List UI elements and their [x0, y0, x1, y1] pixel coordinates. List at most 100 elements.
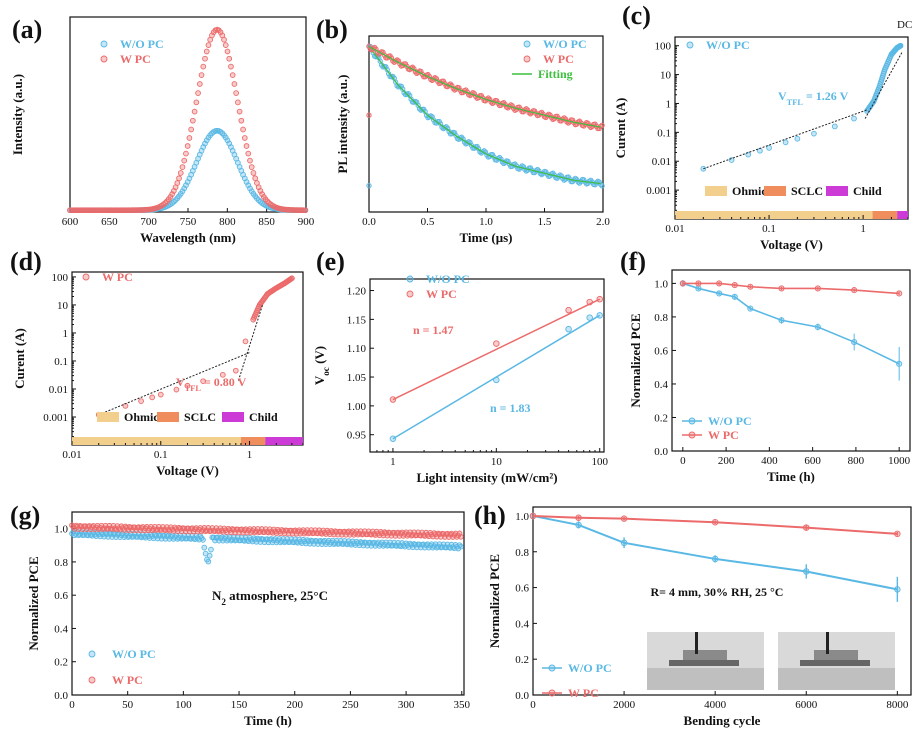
- panel-e: (e) 1 10 100 0.95 1.00 1.05 1.10 1.15 1.20 Light i…: [312, 247, 608, 485]
- panel-label: (e): [316, 247, 345, 276]
- data-point: [157, 391, 164, 398]
- y-tick-label: 0.6: [654, 345, 668, 357]
- legend-marker: [548, 664, 556, 672]
- plot-frame: [532, 506, 912, 696]
- x-tick-label: 1: [860, 223, 866, 235]
- fit-line: [392, 298, 601, 401]
- x-tick-label: 750: [180, 216, 197, 228]
- data-point: [149, 394, 156, 401]
- x-tick-label: 1000: [888, 455, 911, 467]
- panel-label: (d): [10, 247, 42, 276]
- x-tick-label: 150: [231, 699, 248, 711]
- data-point: [894, 530, 901, 538]
- y-axis-label: Normalized PCE: [487, 554, 502, 648]
- legend-marker: [688, 417, 696, 425]
- x-tick-label: 6000: [795, 699, 818, 711]
- y-tick-label: 1.20: [347, 286, 367, 298]
- vtfl-annotation-main: V: [176, 375, 185, 389]
- x-tick-label: 100: [175, 699, 192, 711]
- x-tick-label: 1.0: [479, 216, 493, 228]
- x-tick-label: 50: [122, 699, 134, 711]
- data-point: [778, 285, 785, 292]
- data-point: [757, 147, 763, 154]
- data-point: [300, 207, 307, 214]
- data-point: [191, 108, 198, 115]
- vtfl-annotation-main: V: [778, 89, 787, 103]
- x-tick-label: 0.1: [762, 223, 776, 235]
- data-point: [176, 175, 182, 182]
- data-point: [620, 515, 628, 522]
- data-point: [198, 72, 205, 78]
- legend-label: W/O PC: [543, 37, 587, 51]
- data-point: [238, 117, 245, 124]
- slope-label: n = 1.83: [490, 401, 531, 415]
- panel-label: (h): [474, 501, 506, 530]
- y-axis-label: Normalized PCE: [628, 313, 643, 407]
- y-axis-label: Curent (A): [613, 98, 628, 159]
- data-point: [851, 339, 858, 346]
- photo-rod: [695, 632, 698, 654]
- band-legend-swatch: [222, 412, 244, 422]
- legend-label: Fitting: [538, 67, 573, 81]
- y-axis-label: PL intensity (a.u.): [335, 75, 350, 174]
- x-tick-label: 650: [101, 216, 118, 228]
- data-point: [181, 157, 188, 164]
- x-tick-label: 250: [342, 699, 359, 711]
- vtfl-annotation-sub: TFL: [185, 384, 202, 393]
- data-point: [565, 306, 572, 314]
- data-point: [575, 514, 582, 521]
- y-tick-label: 0.2: [54, 657, 68, 669]
- x-tick-label: 300: [398, 699, 415, 711]
- y-tick-label: 0.2: [654, 412, 668, 424]
- data-point: [202, 55, 208, 62]
- data-point: [747, 305, 754, 312]
- band-legend-swatch: [705, 186, 727, 196]
- data-point: [184, 143, 191, 149]
- data-point: [188, 126, 194, 133]
- data-point: [190, 117, 196, 124]
- corner-text: DC: [897, 19, 912, 31]
- legend-label: W/O PC: [706, 38, 750, 52]
- data-point: [250, 170, 257, 176]
- x-axis-label: Time (h): [244, 713, 292, 728]
- series-line: [532, 514, 898, 591]
- legend-marker: [523, 40, 531, 48]
- data-point: [458, 533, 464, 540]
- data-point: [747, 283, 754, 290]
- data-point: [529, 512, 537, 520]
- vtfl-annotation: VTFL = 1.26 V: [778, 89, 849, 107]
- data-point: [205, 558, 212, 565]
- y-tick-label: 0.8: [515, 547, 529, 559]
- legend-label: W PC: [120, 52, 151, 66]
- region-band: [872, 211, 898, 219]
- data-point: [200, 378, 206, 385]
- data-point: [575, 521, 582, 529]
- panel-label: (f): [620, 247, 646, 276]
- legend-marker: [686, 41, 694, 49]
- x-tick-label: 0.1: [154, 449, 168, 461]
- data-point: [252, 175, 259, 182]
- data-point: [242, 338, 249, 345]
- bending-photo: [778, 632, 895, 690]
- y-tick-label: 10: [660, 70, 672, 82]
- data-point: [174, 180, 181, 186]
- y-tick-label: 0.95: [347, 430, 367, 442]
- data-point: [248, 164, 255, 170]
- legend-label: W/O PC: [568, 661, 612, 675]
- region-band: [240, 437, 266, 445]
- band-legend-label: Child: [249, 410, 278, 424]
- x-tick-label: 200: [718, 455, 735, 467]
- data-point: [203, 137, 210, 144]
- condition-annotation-main: N: [212, 588, 222, 603]
- data-point: [173, 386, 180, 393]
- x-tick-label: 700: [140, 216, 157, 228]
- x-axis-label: Voltage (V): [156, 463, 219, 478]
- photo-stage: [778, 668, 895, 690]
- photo-stage: [647, 668, 764, 690]
- y-tick-label: 0.01: [49, 384, 68, 396]
- y-tick-label: 0.0: [515, 690, 529, 702]
- y-tick-label: 0.01: [652, 156, 671, 168]
- data-point: [243, 143, 250, 149]
- data-point: [228, 63, 234, 70]
- data-point: [206, 552, 213, 559]
